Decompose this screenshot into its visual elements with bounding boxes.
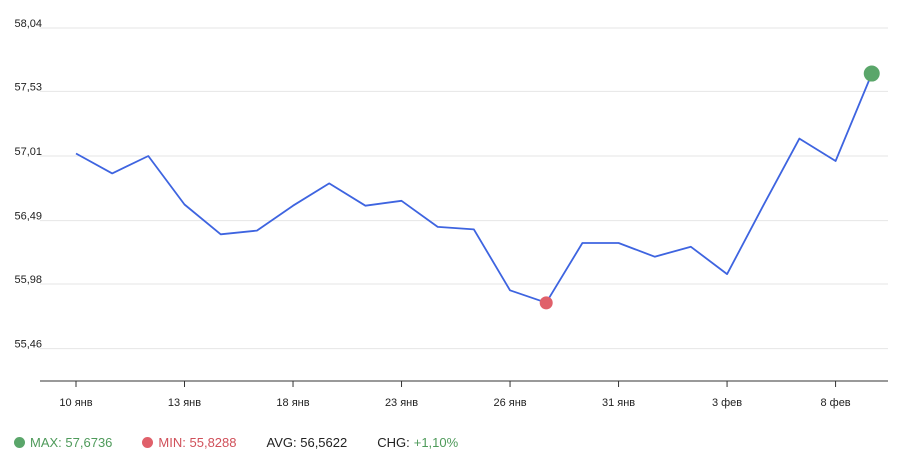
x-tick-label: 10 янв <box>59 397 92 409</box>
x-tick-label: 23 янв <box>385 397 418 409</box>
min-dot-icon <box>142 436 154 448</box>
stat-chg: CHG: +1,10% <box>377 435 458 450</box>
line-chart: 58,04 57,53 57,01 56,49 55,98 55,46 10 янв 13 … <box>14 18 888 409</box>
chg-value: +1,10% <box>413 434 459 450</box>
max-dot-icon <box>14 436 25 448</box>
min-label: MIN: <box>158 434 186 450</box>
y-tick-label: 56,49 <box>14 211 42 223</box>
y-axis-ticks: 58,04 57,53 57,01 56,49 55,98 55,46 <box>14 18 42 351</box>
max-marker <box>863 65 880 82</box>
min-marker <box>539 296 553 310</box>
stat-avg: AVG: 56,5622 <box>267 435 348 450</box>
x-tick-label: 8 фев <box>820 397 850 409</box>
x-tick-label: 26 янв <box>493 397 526 409</box>
series-line <box>75 73 873 304</box>
max-value: 57,6736 <box>65 434 113 450</box>
avg-label: AVG: <box>266 434 297 450</box>
stat-max: MAX: 57,6736 <box>14 435 112 450</box>
y-tick-label: 58,04 <box>14 18 42 30</box>
x-tick-label: 3 фев <box>712 397 742 409</box>
x-tick-label: 18 янв <box>276 397 309 409</box>
min-value: 55,8288 <box>189 434 237 450</box>
chg-label: CHG: <box>377 434 410 450</box>
stat-min: MIN: 55,8288 <box>142 434 237 450</box>
y-tick-label: 57,01 <box>14 146 42 158</box>
x-axis-ticks: 10 янв 13 янв 18 янв 23 янв 26 янв 31 янв 3 фе… <box>59 381 851 409</box>
y-tick-label: 57,53 <box>14 81 42 93</box>
y-tick-label: 55,98 <box>14 274 42 286</box>
stats-bar: MAX: 57,6736 MIN: 55,8288 AVG: 56,5622 C… <box>14 432 488 452</box>
grid-lines <box>40 27 888 350</box>
max-label: MAX: <box>30 434 62 450</box>
avg-value: 56,5622 <box>300 434 348 450</box>
x-tick-label: 31 янв <box>602 397 635 409</box>
x-tick-label: 13 янв <box>168 397 201 409</box>
series-points <box>74 72 874 305</box>
y-tick-label: 55,46 <box>14 339 42 351</box>
